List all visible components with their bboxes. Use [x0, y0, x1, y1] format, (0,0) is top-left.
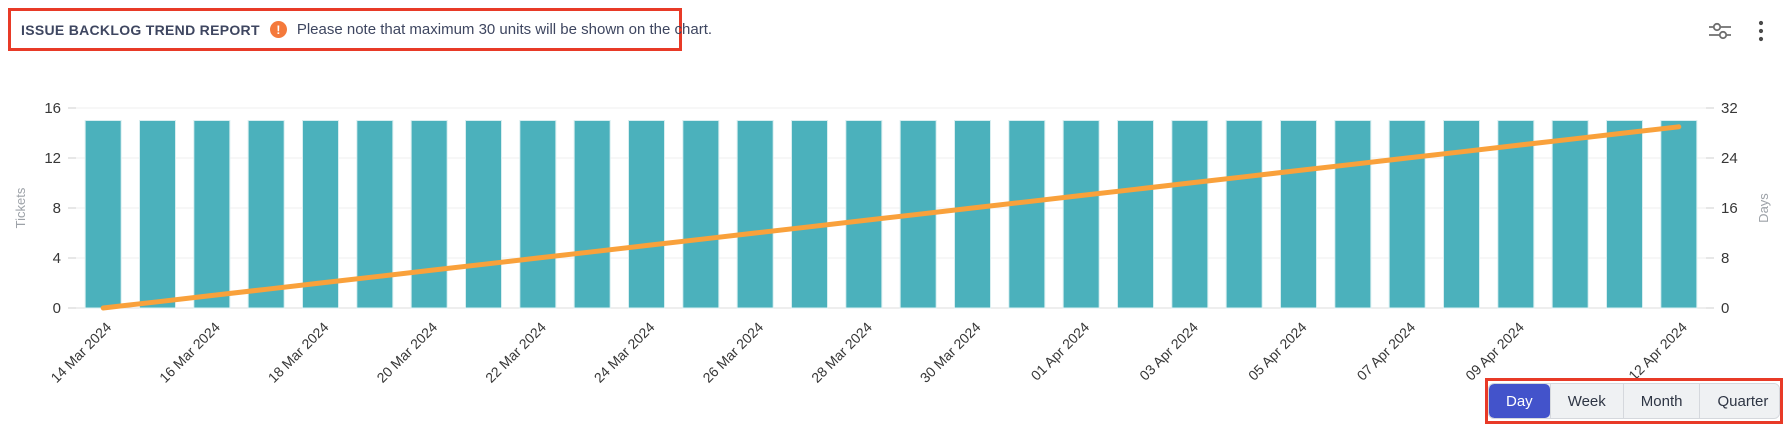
- x-axis-tick-label: 18 Mar 2024: [265, 319, 332, 386]
- x-axis-tick-label: 01 Apr 2024: [1028, 319, 1093, 384]
- bar-12 Apr 2024[interactable]: [1660, 120, 1698, 309]
- interval-button-week[interactable]: Week: [1549, 384, 1623, 418]
- bar-11 Apr 2024[interactable]: [1606, 120, 1643, 309]
- right-axis-tick-label: 24: [1721, 150, 1738, 167]
- x-axis-tick-label: 12 Apr 2024: [1625, 319, 1690, 384]
- bar-10 Apr 2024[interactable]: [1551, 120, 1589, 309]
- bar-04 Apr 2024[interactable]: [1225, 120, 1263, 309]
- bar-15 Mar 2024[interactable]: [139, 120, 176, 309]
- interval-button-quarter[interactable]: Quarter: [1699, 384, 1779, 418]
- bar-23 Mar 2024[interactable]: [573, 120, 611, 309]
- right-axis-tick-label: 16: [1721, 200, 1738, 217]
- x-axis-tick-label: 07 Apr 2024: [1354, 319, 1419, 384]
- bar-27 Mar 2024[interactable]: [791, 120, 828, 309]
- bar-24 Mar 2024[interactable]: [628, 120, 665, 309]
- chart-limit-note: Please note that maximum 30 units will b…: [296, 21, 713, 38]
- interval-button-month[interactable]: Month: [1622, 384, 1700, 418]
- bar-31 Mar 2024[interactable]: [1008, 120, 1046, 309]
- bar-02 Apr 2024[interactable]: [1117, 120, 1154, 309]
- bar-14 Mar 2024[interactable]: [84, 120, 122, 309]
- bar-30 Mar 2024[interactable]: [954, 120, 991, 309]
- bar-17 Mar 2024[interactable]: [247, 120, 285, 309]
- x-axis-tick-label: 24 Mar 2024: [591, 319, 658, 386]
- x-axis-tick-label: 05 Apr 2024: [1245, 319, 1310, 384]
- bar-21 Mar 2024[interactable]: [465, 120, 502, 309]
- left-axis-tick-label: 12: [44, 150, 61, 167]
- right-axis-tick-label: 32: [1721, 100, 1738, 117]
- left-axis-tick-label: 8: [53, 200, 61, 217]
- bar-16 Mar 2024[interactable]: [193, 120, 231, 309]
- bar-28 Mar 2024[interactable]: [845, 120, 883, 309]
- alert-icon: !: [269, 21, 287, 38]
- x-axis-tick-label: 26 Mar 2024: [699, 319, 766, 386]
- left-axis-tick-label: 0: [53, 300, 61, 317]
- bar-18 Mar 2024[interactable]: [302, 120, 339, 309]
- page-title: ISSUE BACKLOG TREND REPORT: [21, 21, 260, 38]
- bar-20 Mar 2024[interactable]: [410, 120, 448, 309]
- bar-25 Mar 2024[interactable]: [682, 120, 720, 309]
- sliders-icon[interactable]: [1706, 18, 1734, 44]
- interval-switcher: Day Week Month Quarter: [1488, 383, 1780, 419]
- chart-toolbar: [1706, 18, 1766, 44]
- kebab-menu-icon[interactable]: [1756, 18, 1766, 44]
- bar-26 Mar 2024[interactable]: [736, 120, 774, 309]
- bar-03 Apr 2024[interactable]: [1171, 120, 1209, 309]
- bar-01 Apr 2024[interactable]: [1062, 120, 1100, 309]
- right-axis-tick-label: 8: [1721, 250, 1729, 267]
- x-axis-tick-label: 28 Mar 2024: [808, 319, 875, 386]
- x-axis-tick-label: 03 Apr 2024: [1136, 319, 1201, 384]
- interval-button-day[interactable]: Day: [1489, 384, 1550, 418]
- left-axis-tick-label: 4: [53, 250, 61, 267]
- trend-line: [100, 124, 1682, 311]
- annotation-box-interval-switcher: Day Week Month Quarter: [1485, 378, 1783, 424]
- x-axis-tick-label: 30 Mar 2024: [917, 319, 984, 386]
- bar-22 Mar 2024[interactable]: [519, 120, 557, 309]
- x-axis-tick-label: 22 Mar 2024: [482, 319, 549, 386]
- right-axis-title: Days: [1756, 193, 1771, 223]
- bar-05 Apr 2024[interactable]: [1280, 120, 1317, 309]
- left-axis-title: Tickets: [13, 187, 28, 228]
- left-axis-tick-label: 16: [44, 100, 61, 117]
- annotation-box-header: ISSUE BACKLOG TREND REPORT ! Please note…: [8, 8, 712, 51]
- bar-07 Apr 2024[interactable]: [1388, 120, 1426, 309]
- x-axis-tick-label: 16 Mar 2024: [156, 319, 223, 386]
- bar-06 Apr 2024[interactable]: [1334, 120, 1372, 309]
- bar-09 Apr 2024[interactable]: [1497, 120, 1535, 309]
- x-axis-tick-label: 09 Apr 2024: [1462, 319, 1527, 384]
- x-axis-tick-label: 20 Mar 2024: [373, 319, 440, 386]
- x-axis-tick-label: 14 Mar 2024: [47, 319, 114, 386]
- right-axis-tick-label: 0: [1721, 300, 1729, 317]
